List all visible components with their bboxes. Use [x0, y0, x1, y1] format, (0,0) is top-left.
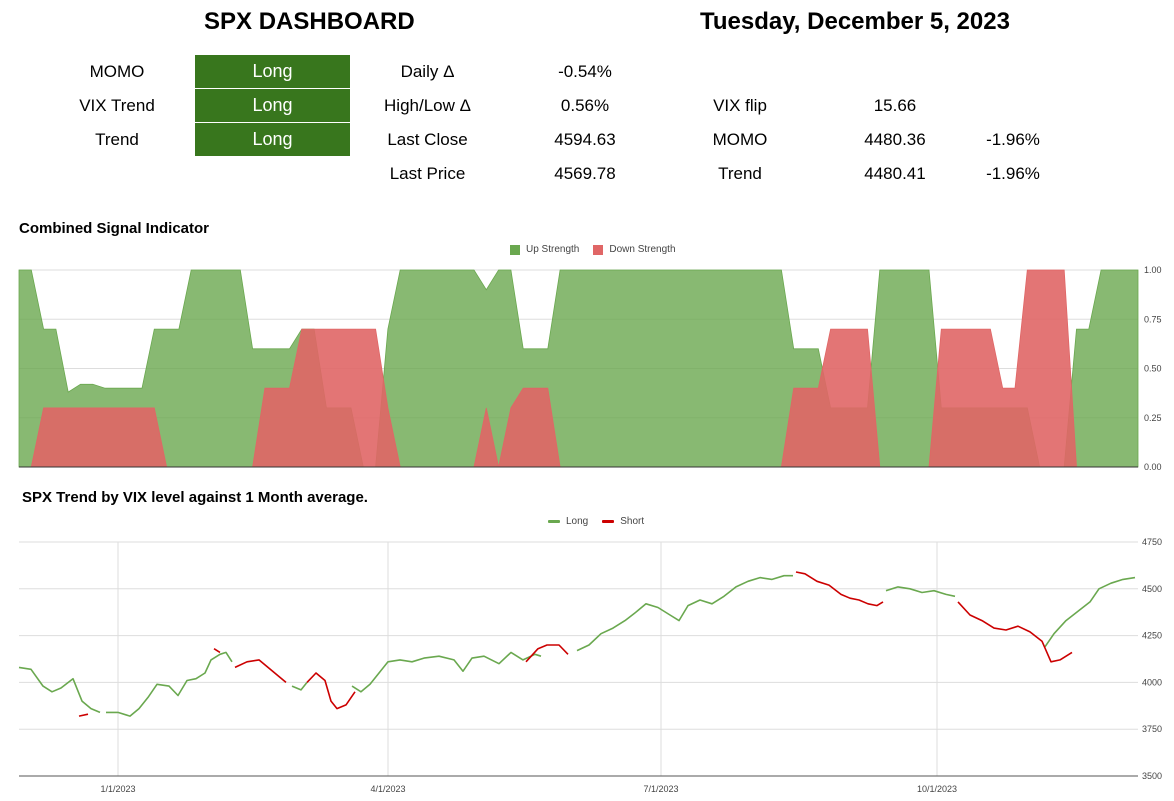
signal-label-trend: Trend [95, 130, 139, 149]
level-label-trend: Trend [718, 164, 762, 183]
long-segment [1044, 576, 1136, 648]
metric-label-last-close: Last Close [387, 130, 468, 149]
level-value-momo: 4480.36 [864, 130, 926, 149]
legend-label-down: Down Strength [609, 244, 676, 255]
legend-line-short [602, 520, 615, 523]
y-tick-label: 4500 [1142, 584, 1162, 594]
y-tick-label: 0.25 [1144, 413, 1162, 423]
level-value-vix-flip: 15.66 [873, 96, 917, 115]
signal-label-momo: MOMO [89, 62, 145, 81]
y-tick-label: 4250 [1142, 631, 1162, 641]
legend-swatch-down [593, 244, 604, 255]
level-label-vix-flip: VIX flip [713, 96, 767, 115]
metric-label-last-price: Last Price [389, 164, 466, 183]
trend-chart-title: SPX Trend by VIX level against 1 Month a… [22, 489, 368, 506]
x-tick-label: 7/1/2023 [643, 784, 678, 794]
short-segment [234, 659, 287, 684]
short-segment [78, 713, 89, 717]
legend-label-long: Long [566, 516, 589, 527]
signal-chart-legend: Up Strength Down Strength [510, 244, 676, 255]
signal-value-momo: Long [195, 55, 350, 88]
long-segment [291, 681, 308, 691]
y-tick-label: 0.75 [1144, 314, 1162, 324]
long-segment [576, 574, 793, 652]
x-tick-label: 4/1/2023 [370, 784, 405, 794]
signal-value-vix-trend: Long [195, 89, 350, 122]
legend-line-long [548, 520, 560, 523]
signal-chart-title: Combined Signal Indicator [19, 220, 210, 237]
report-date: Tuesday, December 5, 2023 [700, 8, 1010, 35]
short-segment [795, 571, 884, 607]
y-tick-label: 4750 [1142, 537, 1162, 547]
long-segment [106, 651, 233, 717]
short-segment [306, 672, 356, 710]
metric-value-highlow: 0.56% [560, 96, 610, 115]
short-segment [525, 644, 569, 663]
legend-swatch-up [510, 244, 520, 255]
metric-label-highlow: High/Low Δ [384, 96, 471, 115]
level-label-momo: MOMO [712, 130, 768, 149]
y-tick-label: 0.00 [1144, 462, 1162, 472]
y-tick-label: 0.50 [1144, 364, 1162, 374]
metric-label-daily: Daily Δ [400, 62, 455, 81]
y-tick-label: 1.00 [1144, 265, 1162, 275]
y-tick-label: 3750 [1142, 724, 1162, 734]
long-segment [885, 586, 956, 598]
y-tick-label: 3500 [1142, 771, 1162, 781]
short-segment [213, 648, 221, 654]
legend-label-short: Short [620, 516, 645, 527]
short-segment [957, 601, 1073, 663]
trend-chart-legend: Long Short [548, 516, 644, 527]
x-tick-label: 10/1/2023 [917, 784, 957, 794]
level-pct-momo: -1.96% [986, 130, 1040, 149]
spx-trend-line-chart: 4750 4500 4250 4000 3750 3500 1/1/2023 4/1/2023… [18, 537, 1162, 794]
signal-label-vix-trend: VIX Trend [79, 96, 155, 115]
level-value-trend: 4480.41 [864, 164, 926, 183]
level-pct-trend: -1.96% [986, 164, 1040, 183]
x-tick-label: 1/1/2023 [100, 784, 135, 794]
signal-value-trend: Long [195, 123, 350, 156]
long-segment [18, 666, 101, 714]
signal-area-chart: 1.00 0.75 0.50 0.25 0.00 [18, 265, 1162, 472]
long-segment [351, 651, 542, 693]
legend-label-up: Up Strength [526, 244, 580, 255]
metric-value-last-price: 4569.78 [554, 164, 616, 183]
y-tick-label: 4000 [1142, 677, 1162, 687]
metric-value-daily: -0.54% [558, 62, 612, 81]
page-title: SPX DASHBOARD [204, 8, 415, 35]
metric-value-last-close: 4594.63 [554, 130, 616, 149]
